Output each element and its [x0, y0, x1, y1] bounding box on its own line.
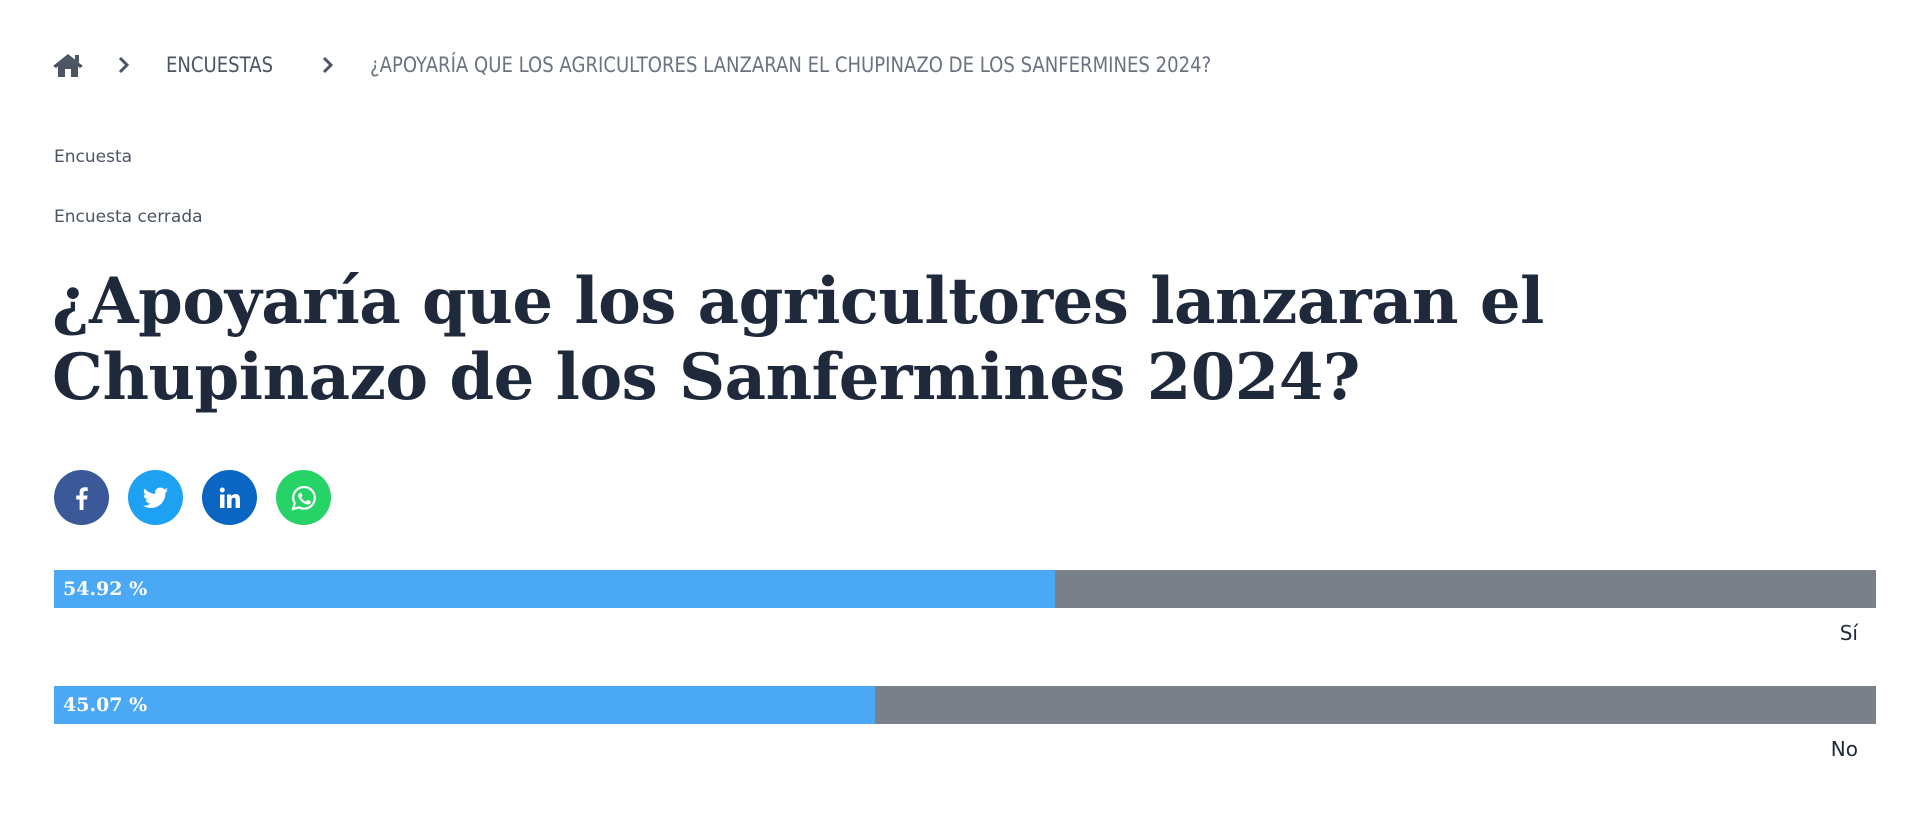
- poll-bar-fill: [54, 686, 876, 724]
- page-title: ¿Apoyaría que los agricultores lanzaran …: [52, 264, 1544, 415]
- poll-bar-fill: [54, 570, 1055, 608]
- breadcrumb: ENCUESTAS ¿APOYARÍA QUE LOS AGRICULTORES…: [52, 48, 1348, 82]
- poll-percent: 54.92 %: [63, 578, 148, 600]
- content-type-label: Encuesta: [54, 147, 133, 167]
- linkedin-share-button[interactable]: [202, 470, 257, 525]
- poll-bar-track: 45.07 %: [54, 686, 1876, 724]
- whatsapp-share-button[interactable]: [276, 470, 331, 525]
- twitter-share-button[interactable]: [128, 470, 183, 525]
- poll-option-label[interactable]: Sí: [1839, 621, 1858, 645]
- share-buttons: [54, 470, 331, 525]
- breadcrumb-link-encuestas[interactable]: ENCUESTAS: [166, 53, 274, 77]
- poll-results: 54.92 % Sí 45.07 % No: [54, 570, 1876, 802]
- chevron-right-icon: [118, 55, 132, 75]
- twitter-icon: [142, 487, 168, 508]
- facebook-icon: [75, 486, 88, 510]
- poll-percent: 45.07 %: [63, 694, 148, 716]
- facebook-share-button[interactable]: [54, 470, 109, 525]
- poll-option-label[interactable]: No: [1830, 737, 1858, 761]
- linkedin-icon: [219, 487, 240, 508]
- poll-option: 54.92 % Sí: [54, 570, 1876, 686]
- home-icon[interactable]: [52, 51, 84, 79]
- chevron-right-icon: [322, 55, 336, 75]
- poll-bar-track: 54.92 %: [54, 570, 1876, 608]
- whatsapp-icon: [290, 485, 316, 511]
- breadcrumb-current: ¿APOYARÍA QUE LOS AGRICULTORES LANZARAN …: [370, 53, 1212, 77]
- poll-option: 45.07 % No: [54, 686, 1876, 802]
- poll-status-label: Encuesta cerrada: [54, 207, 203, 227]
